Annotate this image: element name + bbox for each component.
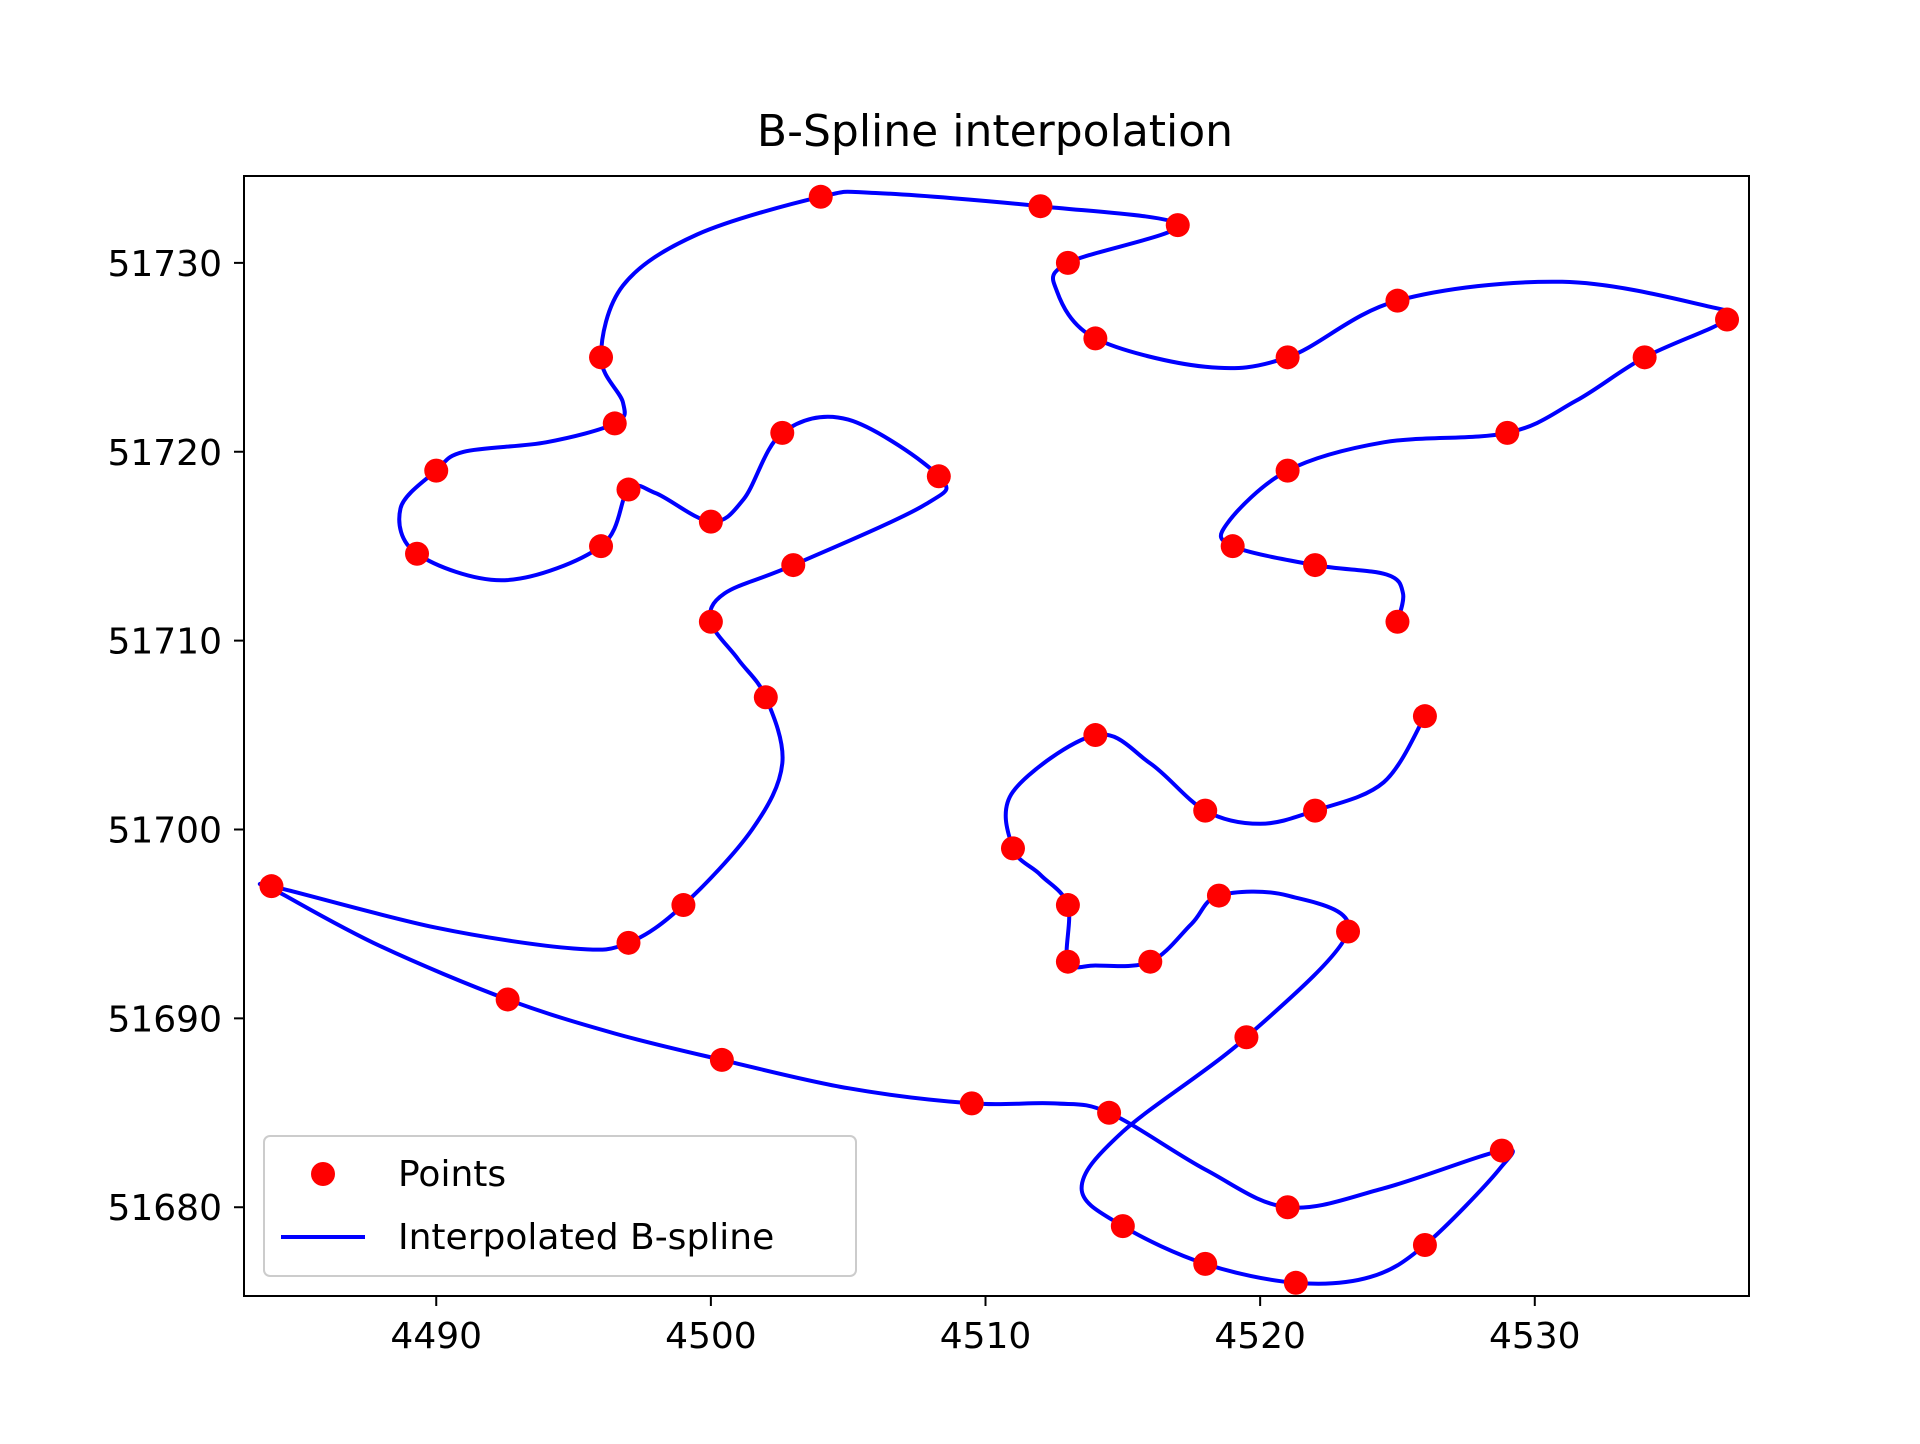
data-point-1 <box>1303 553 1328 578</box>
data-point-3 <box>1275 458 1300 483</box>
data-point-32 <box>1097 1100 1122 1125</box>
data-point-49 <box>1412 704 1437 729</box>
y-tick-label-51720: 51720 <box>107 433 222 474</box>
data-point-41 <box>1206 883 1231 908</box>
data-point-31 <box>959 1091 984 1116</box>
data-point-9 <box>1083 326 1108 351</box>
data-point-8 <box>1275 345 1300 370</box>
data-point-47 <box>1193 798 1218 823</box>
data-point-15 <box>602 411 627 436</box>
legend-marker-points <box>311 1162 335 1186</box>
spline-line <box>257 189 1735 1286</box>
legend-label-points: Points <box>398 1154 506 1195</box>
data-point-26 <box>671 893 696 918</box>
y-tick-label-51710: 51710 <box>107 622 222 663</box>
data-point-6 <box>1715 307 1740 332</box>
chart-title: B-Spline interpolation <box>757 106 1233 157</box>
data-point-28 <box>259 874 284 899</box>
data-point-21 <box>770 420 795 445</box>
data-point-19 <box>616 477 641 502</box>
axes-frame <box>243 175 1750 1297</box>
y-tick-label-51730: 51730 <box>107 244 222 285</box>
data-point-35 <box>1412 1233 1437 1258</box>
data-point-17 <box>405 541 430 566</box>
data-point-29 <box>495 987 520 1012</box>
data-point-2 <box>1220 534 1245 559</box>
data-point-37 <box>1193 1251 1218 1276</box>
x-tick-label-4530: 4530 <box>1489 1316 1581 1357</box>
y-tick-label-51690: 51690 <box>107 999 222 1040</box>
legend-label-spline: Interpolated B-spline <box>398 1217 774 1258</box>
data-point-40 <box>1336 919 1361 944</box>
y-tick-label-51680: 51680 <box>107 1188 222 1229</box>
data-point-12 <box>1028 194 1053 219</box>
data-point-48 <box>1303 798 1328 823</box>
x-tick-label-4500: 4500 <box>665 1316 757 1357</box>
x-tick-label-4490: 4490 <box>390 1316 482 1357</box>
data-point-44 <box>1055 893 1080 918</box>
data-point-42 <box>1138 949 1163 974</box>
data-point-24 <box>698 609 723 634</box>
plot-area <box>257 184 1740 1295</box>
data-point-14 <box>589 345 614 370</box>
data-point-16 <box>424 458 449 483</box>
data-point-36 <box>1283 1270 1308 1295</box>
data-point-46 <box>1083 723 1108 748</box>
data-point-25 <box>753 685 778 710</box>
data-point-39 <box>1234 1025 1259 1050</box>
data-point-18 <box>589 534 614 559</box>
data-point-33 <box>1275 1195 1300 1220</box>
data-point-43 <box>1055 949 1080 974</box>
legend: Points Interpolated B-spline <box>263 1135 857 1277</box>
data-point-34 <box>1489 1138 1514 1163</box>
data-point-45 <box>1000 836 1025 861</box>
data-point-23 <box>781 553 806 578</box>
data-point-0 <box>1385 609 1410 634</box>
data-point-10 <box>1055 250 1080 275</box>
x-tick-label-4520: 4520 <box>1214 1316 1306 1357</box>
data-point-38 <box>1110 1214 1135 1239</box>
legend-box <box>263 1135 857 1277</box>
data-point-30 <box>709 1047 734 1072</box>
data-point-5 <box>1632 345 1657 370</box>
data-point-7 <box>1385 288 1410 313</box>
data-point-13 <box>808 184 833 209</box>
data-point-20 <box>698 509 723 534</box>
data-point-4 <box>1495 420 1520 445</box>
data-point-22 <box>926 464 951 489</box>
axes: 4490 4500 4510 4520 4530 51680 51690 51700 51710… <box>107 175 1750 1357</box>
data-point-11 <box>1165 213 1190 238</box>
x-tick-label-4510: 4510 <box>940 1316 1032 1357</box>
y-tick-label-51700: 51700 <box>107 810 222 851</box>
data-point-27 <box>616 930 641 955</box>
